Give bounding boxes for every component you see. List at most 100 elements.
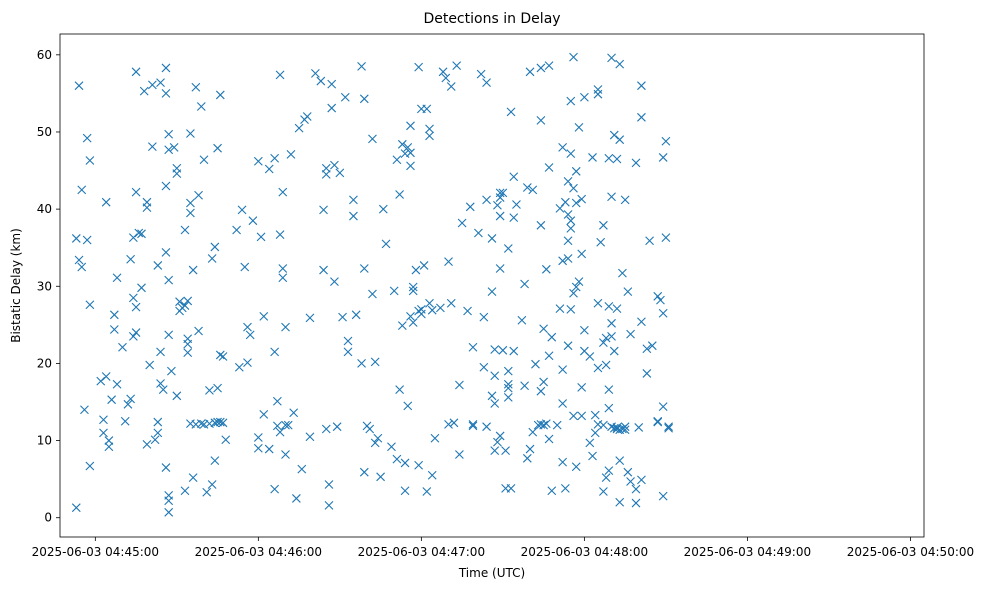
- data-point: [590, 410, 600, 420]
- data-point: [131, 67, 141, 77]
- data-point: [210, 456, 220, 466]
- data-point: [139, 86, 149, 96]
- data-point: [658, 153, 668, 162]
- data-point: [71, 503, 81, 513]
- data-point: [278, 264, 288, 273]
- data-point: [408, 286, 418, 296]
- data-point: [566, 216, 576, 226]
- data-point: [142, 440, 152, 449]
- data-point: [653, 417, 663, 427]
- data-point: [596, 237, 606, 247]
- data-point: [577, 249, 587, 259]
- data-point: [123, 399, 133, 409]
- data-point: [482, 422, 491, 432]
- data-point: [495, 211, 505, 221]
- data-point: [283, 420, 293, 430]
- data-point: [544, 434, 554, 444]
- data-point: [205, 386, 214, 395]
- data-point: [327, 103, 337, 113]
- data-point: [566, 96, 576, 106]
- data-point: [607, 332, 616, 341]
- data-point: [188, 265, 198, 275]
- data-point: [161, 463, 171, 472]
- data-point: [232, 225, 241, 235]
- data-point: [487, 234, 497, 243]
- data-point: [275, 230, 285, 239]
- data-point: [642, 369, 652, 378]
- y-tick-label: 0: [44, 511, 52, 525]
- x-tick-label: 2025-06-03 04:45:00: [32, 545, 159, 559]
- data-point: [376, 472, 385, 482]
- data-point: [134, 228, 144, 238]
- data-point: [577, 382, 587, 392]
- data-point: [620, 425, 630, 435]
- data-point: [560, 484, 570, 493]
- data-point: [186, 208, 195, 218]
- data-point: [661, 136, 671, 146]
- data-point: [240, 262, 250, 272]
- data-point: [449, 418, 459, 428]
- data-point: [370, 357, 380, 367]
- data-point: [340, 92, 350, 102]
- data-point: [359, 94, 369, 104]
- data-point: [560, 197, 570, 207]
- data-point: [547, 332, 557, 342]
- data-point: [427, 305, 437, 315]
- data-point: [599, 338, 608, 347]
- data-point: [571, 282, 581, 292]
- data-point: [137, 229, 146, 239]
- data-point: [476, 69, 486, 79]
- data-point: [452, 61, 462, 71]
- data-point: [501, 446, 510, 455]
- data-point: [172, 163, 182, 173]
- data-point: [406, 121, 415, 131]
- data-point: [397, 321, 407, 331]
- data-point: [626, 329, 635, 339]
- data-point: [161, 63, 171, 73]
- data-point: [569, 52, 578, 62]
- data-point: [506, 107, 516, 117]
- data-point: [645, 236, 654, 246]
- data-point: [585, 438, 595, 448]
- data-point: [164, 507, 174, 517]
- data-point: [571, 462, 581, 472]
- data-point: [270, 347, 280, 357]
- data-point: [234, 362, 244, 372]
- data-point: [80, 405, 89, 415]
- data-point: [590, 428, 600, 438]
- data-point: [487, 391, 497, 401]
- data-point: [126, 394, 136, 404]
- data-point: [601, 473, 611, 482]
- data-point: [128, 293, 138, 303]
- data-point: [574, 277, 584, 287]
- data-point: [82, 235, 92, 245]
- data-point: [158, 385, 168, 395]
- data-point: [656, 295, 665, 305]
- y-tick-label: 40: [37, 202, 52, 216]
- data-point: [615, 135, 625, 145]
- data-point: [186, 198, 195, 208]
- chart-title: Detections in Delay: [423, 11, 560, 27]
- data-point: [422, 104, 432, 114]
- data-point: [457, 218, 467, 228]
- data-point: [425, 124, 434, 134]
- data-point: [131, 302, 141, 312]
- data-point: [406, 161, 415, 171]
- data-point: [82, 133, 92, 143]
- data-point: [131, 328, 141, 337]
- data-point: [664, 423, 673, 433]
- data-point: [455, 450, 464, 459]
- data-point: [215, 90, 225, 100]
- data-point: [631, 498, 641, 508]
- data-point: [558, 256, 568, 266]
- data-point: [305, 432, 315, 442]
- data-point: [626, 477, 635, 486]
- data-point: [368, 134, 377, 144]
- data-point: [365, 424, 375, 434]
- data-point: [406, 148, 415, 158]
- data-point: [490, 345, 500, 354]
- data-point: [275, 70, 285, 80]
- data-point: [403, 143, 413, 152]
- data-point: [194, 190, 203, 200]
